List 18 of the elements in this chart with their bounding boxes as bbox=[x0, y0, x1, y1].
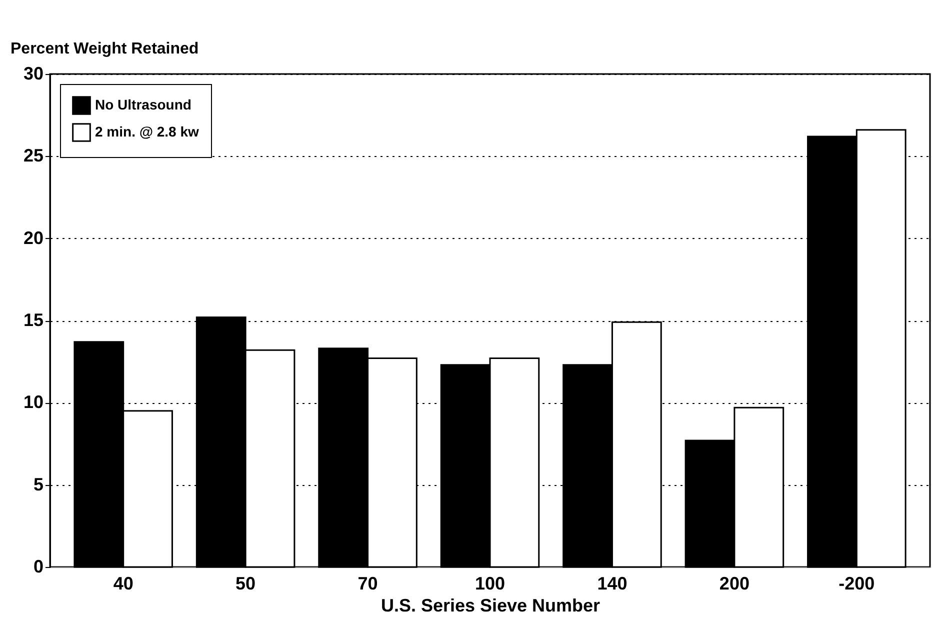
y-tick-label: 5 bbox=[33, 474, 44, 494]
legend-label: 2 min. @ 2.8 kw bbox=[95, 124, 200, 140]
x-tick-label: 140 bbox=[597, 574, 628, 594]
y-tick-label: 25 bbox=[23, 146, 44, 166]
x-tick-label: 70 bbox=[358, 574, 378, 594]
x-tick-label: 200 bbox=[719, 574, 750, 594]
y-tick-label: 0 bbox=[33, 556, 44, 576]
x-tick-label: 40 bbox=[113, 574, 134, 594]
y-axis-title: Percent Weight Retained bbox=[10, 40, 199, 58]
x-tick-label: -200 bbox=[838, 574, 875, 594]
x-axis-title: U.S. Series Sieve Number bbox=[380, 596, 600, 616]
y-tick-label: 10 bbox=[23, 392, 44, 412]
x-tick-label: 50 bbox=[236, 574, 256, 594]
y-tick-label: 15 bbox=[23, 310, 44, 330]
legend-label: No Ultrasound bbox=[95, 96, 192, 112]
y-tick-label: 20 bbox=[23, 228, 44, 248]
y-tick-label: 30 bbox=[23, 64, 44, 84]
x-tick-label: 100 bbox=[474, 574, 506, 594]
